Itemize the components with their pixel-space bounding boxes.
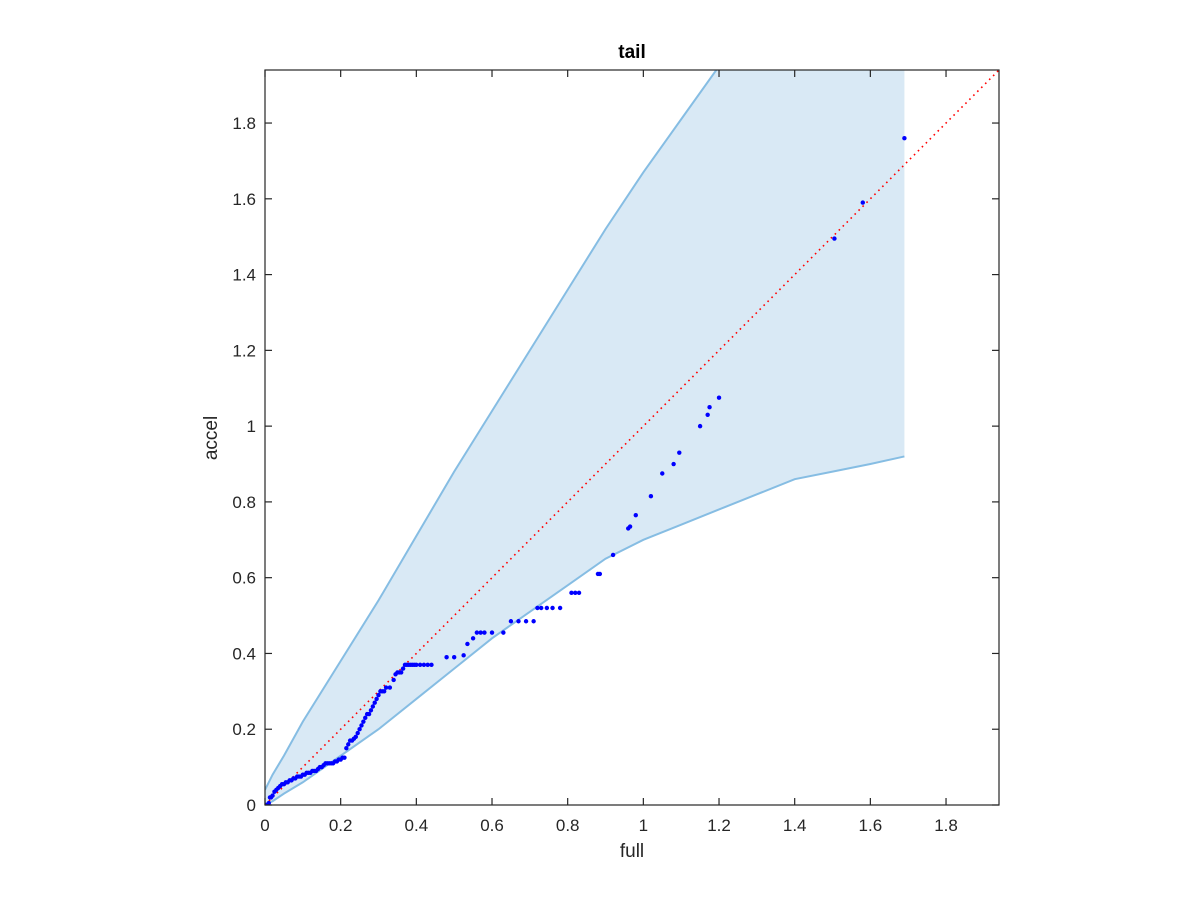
data-point bbox=[346, 742, 351, 747]
data-point bbox=[417, 662, 423, 668]
y-tick-label: 0.6 bbox=[232, 569, 256, 588]
data-point bbox=[716, 395, 722, 400]
data-point bbox=[610, 552, 616, 558]
data-point bbox=[429, 662, 434, 668]
x-axis-label: full bbox=[620, 841, 644, 862]
data-point bbox=[677, 450, 682, 455]
data-point bbox=[381, 689, 387, 694]
x-tick-label: 0.2 bbox=[329, 816, 353, 835]
x-tick-label: 1.4 bbox=[783, 816, 807, 835]
x-tick-label: 0.4 bbox=[405, 816, 429, 835]
data-point bbox=[569, 590, 574, 596]
data-point bbox=[266, 800, 271, 805]
data-point bbox=[474, 630, 480, 635]
data-point bbox=[270, 793, 275, 798]
data-point bbox=[535, 605, 540, 611]
data-point bbox=[482, 630, 487, 635]
data-point bbox=[359, 723, 364, 728]
data-point bbox=[461, 653, 466, 658]
data-point bbox=[523, 619, 529, 624]
data-point bbox=[557, 605, 563, 611]
data-point bbox=[508, 619, 514, 624]
data-point bbox=[860, 200, 865, 205]
data-point bbox=[361, 719, 366, 724]
data-point bbox=[705, 412, 710, 417]
band-lower-edge bbox=[265, 455, 905, 805]
x-tick-label: 1.2 bbox=[707, 816, 731, 835]
data-point bbox=[538, 605, 544, 611]
x-tick-label: 0.8 bbox=[556, 816, 580, 835]
data-point bbox=[573, 590, 578, 596]
data-point bbox=[501, 630, 506, 635]
y-tick-label: 1.2 bbox=[232, 341, 256, 360]
band-upper-edge bbox=[265, 70, 718, 791]
data-point bbox=[342, 755, 347, 760]
confidence-band bbox=[265, 70, 905, 805]
data-point bbox=[465, 641, 470, 647]
y-tick-label: 0.2 bbox=[232, 720, 256, 739]
y-axis-label: accel bbox=[201, 416, 222, 460]
data-point bbox=[489, 630, 495, 635]
data-point bbox=[400, 666, 406, 671]
x-tick-label: 1.8 bbox=[934, 816, 958, 835]
data-point bbox=[355, 730, 360, 736]
data-point bbox=[451, 655, 457, 660]
data-point bbox=[368, 708, 374, 713]
data-point bbox=[353, 734, 359, 740]
data-point bbox=[648, 494, 654, 499]
y-tick-label: 0 bbox=[247, 796, 256, 815]
data-point bbox=[550, 605, 555, 611]
data-point bbox=[366, 711, 372, 717]
y-tick-label: 0.8 bbox=[232, 493, 256, 512]
data-point bbox=[391, 677, 396, 683]
axes-frame bbox=[264, 69, 1000, 806]
y-tick-label: 0.4 bbox=[232, 644, 256, 663]
x-tick-label: 0.6 bbox=[480, 816, 504, 835]
data-point bbox=[421, 662, 427, 668]
x-tick-label: 1 bbox=[639, 816, 648, 835]
data-point bbox=[697, 423, 703, 429]
data-point bbox=[576, 590, 582, 596]
x-tick-label: 0 bbox=[260, 816, 269, 835]
data-point bbox=[531, 619, 536, 624]
data-point bbox=[414, 662, 419, 668]
data-point bbox=[444, 655, 449, 660]
data-point bbox=[372, 700, 377, 705]
y-tick-label: 1.8 bbox=[232, 114, 256, 133]
y-tick-label: 1.4 bbox=[232, 266, 256, 285]
data-point bbox=[425, 662, 430, 668]
data-point bbox=[516, 619, 521, 624]
axes: 0 0.2 0.4 0.6 0.8 1 1.2 1.4 1.6 1.8 0 0.2 0.4 0.6 0.8 1… bbox=[232, 69, 1000, 835]
data-point bbox=[376, 692, 381, 698]
data-point bbox=[544, 605, 550, 611]
data-point bbox=[470, 636, 476, 641]
data-point bbox=[597, 571, 603, 577]
data-point bbox=[478, 630, 483, 635]
data-point bbox=[370, 704, 376, 709]
data-point bbox=[374, 696, 379, 702]
y-tick-label: 1.6 bbox=[232, 190, 256, 209]
plot-area bbox=[265, 70, 999, 805]
data-point bbox=[344, 745, 349, 751]
data-point bbox=[383, 685, 389, 690]
data-point bbox=[633, 512, 638, 518]
data-point bbox=[627, 524, 633, 529]
data-point bbox=[660, 471, 665, 476]
y-tick-label: 1 bbox=[247, 417, 256, 436]
data-point bbox=[387, 685, 393, 690]
data-point bbox=[707, 404, 712, 410]
data-point bbox=[399, 670, 404, 675]
data-point bbox=[357, 727, 362, 732]
data-point bbox=[671, 461, 676, 467]
data-point bbox=[832, 236, 837, 241]
chart-title: tail bbox=[618, 42, 645, 63]
x-tick-label: 1.6 bbox=[859, 816, 883, 835]
data-point bbox=[363, 715, 368, 721]
data-point bbox=[902, 135, 907, 141]
